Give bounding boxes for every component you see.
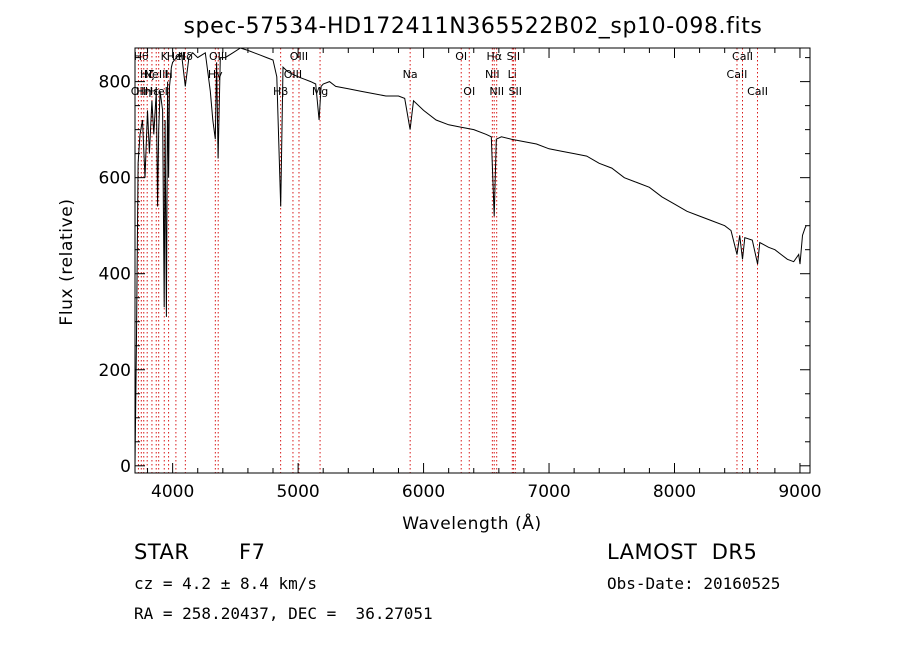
x-tick-label: 7000	[527, 482, 570, 502]
line-marker-label: Hβ	[273, 85, 288, 98]
line-marker-label: CaII	[727, 68, 748, 81]
line-marker-label: Hζ	[140, 68, 154, 81]
x-axis-label: Wavelength (Å)	[402, 512, 542, 534]
line-marker-label: OIII	[290, 50, 308, 63]
line-marker-label: Li	[508, 68, 517, 81]
line-marker-label: NeIII	[144, 68, 169, 81]
line-marker-label: SII	[509, 85, 522, 98]
line-marker-label: OI	[455, 50, 467, 63]
line-marker-label: CaII	[732, 50, 753, 63]
line-marker-label: Hα	[486, 50, 502, 63]
line-marker-label: Hδ	[178, 50, 193, 63]
x-tick-label: 6000	[402, 482, 445, 502]
axis-ticks: 4000 5000 6000 7000 8000 9000 0 200 400 600 800	[99, 48, 822, 502]
chart-title: spec-57534-HD172411N365522B02_sp10-098.f…	[183, 14, 762, 39]
y-tick-label: 800	[99, 73, 131, 93]
line-marker-label: OIII	[209, 50, 227, 63]
line-marker-label: NII	[489, 85, 504, 98]
coordinates: RA = 258.20437, DEC = 36.27051	[134, 604, 433, 623]
x-tick-label: 8000	[653, 482, 696, 502]
y-tick-label: 400	[99, 265, 131, 285]
line-marker-label: HeI	[150, 85, 168, 98]
line-marker-label: H	[164, 68, 172, 81]
x-tick-label: 9000	[778, 482, 821, 502]
y-tick-label: 0	[120, 457, 131, 477]
subclass: F7	[239, 540, 266, 564]
line-marker-label: NII	[485, 68, 500, 81]
y-tick-label: 200	[99, 361, 131, 381]
line-marker-label: Na	[403, 68, 418, 81]
spectrum-line	[134, 47, 807, 466]
object-class: STAR	[134, 540, 190, 564]
line-marker-label: Hε	[145, 85, 159, 98]
x-tick-label: 5000	[276, 482, 319, 502]
line-marker-layer: OIIHθHηHζHεNeIIIHeIKHHeIHδHγOIIIHβOIIIOI…	[131, 48, 768, 473]
line-marker-label: SII	[507, 50, 520, 63]
spectrum-layer	[134, 47, 807, 466]
line-marker-label: Hθ	[134, 50, 149, 63]
x-tick-label: 4000	[151, 482, 194, 502]
line-marker-label: CaII	[747, 85, 768, 98]
line-marker-label: Hγ	[208, 68, 223, 81]
y-axis-label: Flux (relative)	[57, 198, 77, 325]
obs-date: Obs-Date: 20160525	[607, 574, 781, 593]
line-marker-label: K	[161, 50, 169, 63]
survey-name: LAMOST DR5	[607, 540, 758, 564]
y-tick-label: 600	[99, 169, 131, 189]
redshift-value: cz = 4.2 ± 8.4 km/s	[134, 574, 318, 593]
plot-frame	[134, 47, 811, 474]
line-marker-label: OI	[463, 85, 475, 98]
